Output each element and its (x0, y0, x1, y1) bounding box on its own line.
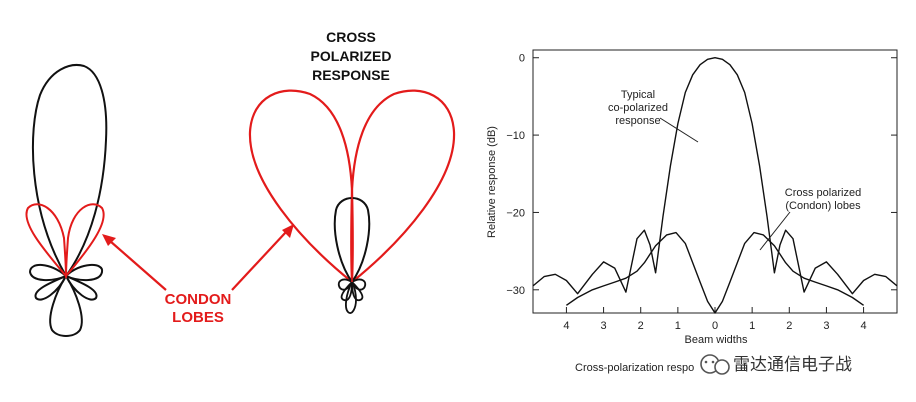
y-tick-label: 0 (519, 53, 525, 65)
left-side-lobe-1 (28, 264, 68, 282)
annotation-cross-leader (759, 211, 791, 251)
left-condon-lobe-left (25, 203, 68, 279)
chart-caption: Cross-polarization respo (575, 362, 694, 374)
x-axis-ticks: 4 3 2 1 0 1 2 3 4 (563, 307, 867, 332)
watermark-text: 雷达通信电子战 (733, 355, 852, 375)
annotation-co-leader (659, 117, 699, 143)
x-axis-label: Beam widths (685, 334, 748, 346)
series-layer (532, 57, 898, 314)
y-tick-label: −30 (506, 285, 525, 297)
left-back-lobe (49, 274, 83, 337)
pattern-chart: 0 −10 −20 −30 4 3 2 1 0 1 2 3 4 Relative response (… (486, 49, 898, 374)
condon-label-line2: LOBES (172, 309, 224, 326)
plot-area (532, 49, 898, 314)
condon-arrow-right (231, 231, 287, 291)
condon-lobes-callout: CONDON LOBES (102, 224, 294, 326)
condon-label-line1: CONDON (165, 291, 232, 308)
annotation-cross-line-2: (Condon) lobes (785, 200, 861, 212)
series-cross-polarized-line (565, 231, 865, 314)
x-tick-label: 2 (786, 320, 792, 332)
annotation-co-line-2: co-polarized (608, 102, 668, 114)
cross-title-line2: POLARIZED (311, 48, 392, 64)
middle-side-lobe-4 (351, 279, 364, 302)
x-tick-label: 1 (675, 320, 681, 332)
annotation-co-line-3: response (615, 115, 660, 127)
middle-back-lobe (345, 279, 357, 314)
y-tick-label: −10 (506, 130, 525, 142)
y-tick-label: −20 (506, 207, 525, 219)
x-tick-label: 3 (823, 320, 829, 332)
chart-caption-tail: f (743, 362, 747, 374)
x-tick-label: 2 (638, 320, 644, 332)
left-side-lobe-4 (63, 274, 98, 301)
wechat-logo-icon (700, 354, 730, 375)
x-tick-label: 3 (601, 320, 607, 332)
left-main-lobe (31, 64, 108, 278)
annotation-cross-polarized: Cross polarized (Condon) lobes (759, 187, 861, 251)
condon-arrowhead-left (102, 234, 116, 246)
x-tick-label: 0 (712, 320, 718, 332)
watermark: 雷达通信电子战 (700, 354, 852, 375)
condon-arrowhead-right (282, 224, 294, 238)
left-condon-lobe-right (64, 203, 105, 279)
annotation-co-line-1: Typical (621, 89, 655, 101)
middle-pattern-diagram: CROSS POLARIZED RESPONSE (248, 29, 456, 314)
x-tick-label: 4 (563, 320, 569, 332)
middle-side-lobe-3 (340, 279, 353, 302)
cross-lobe-right (350, 89, 456, 285)
left-pattern-diagram (25, 64, 108, 337)
annotation-cross-line-1: Cross polarized (785, 187, 861, 199)
x-tick-label: 4 (861, 320, 867, 332)
cross-title-line1: CROSS (326, 29, 376, 45)
condon-arrow-left (109, 240, 167, 291)
x-tick-label: 1 (749, 320, 755, 332)
y-axis-label: Relative response (dB) (486, 126, 498, 238)
y-axis-ticks: 0 −10 −20 −30 (506, 53, 897, 297)
left-side-lobe-3 (34, 274, 69, 301)
series-co-polarized-line (532, 57, 898, 295)
left-side-lobe-2 (64, 264, 103, 282)
cross-title-line3: RESPONSE (312, 67, 390, 83)
annotation-co-polarized: Typical co-polarized response (608, 89, 699, 143)
